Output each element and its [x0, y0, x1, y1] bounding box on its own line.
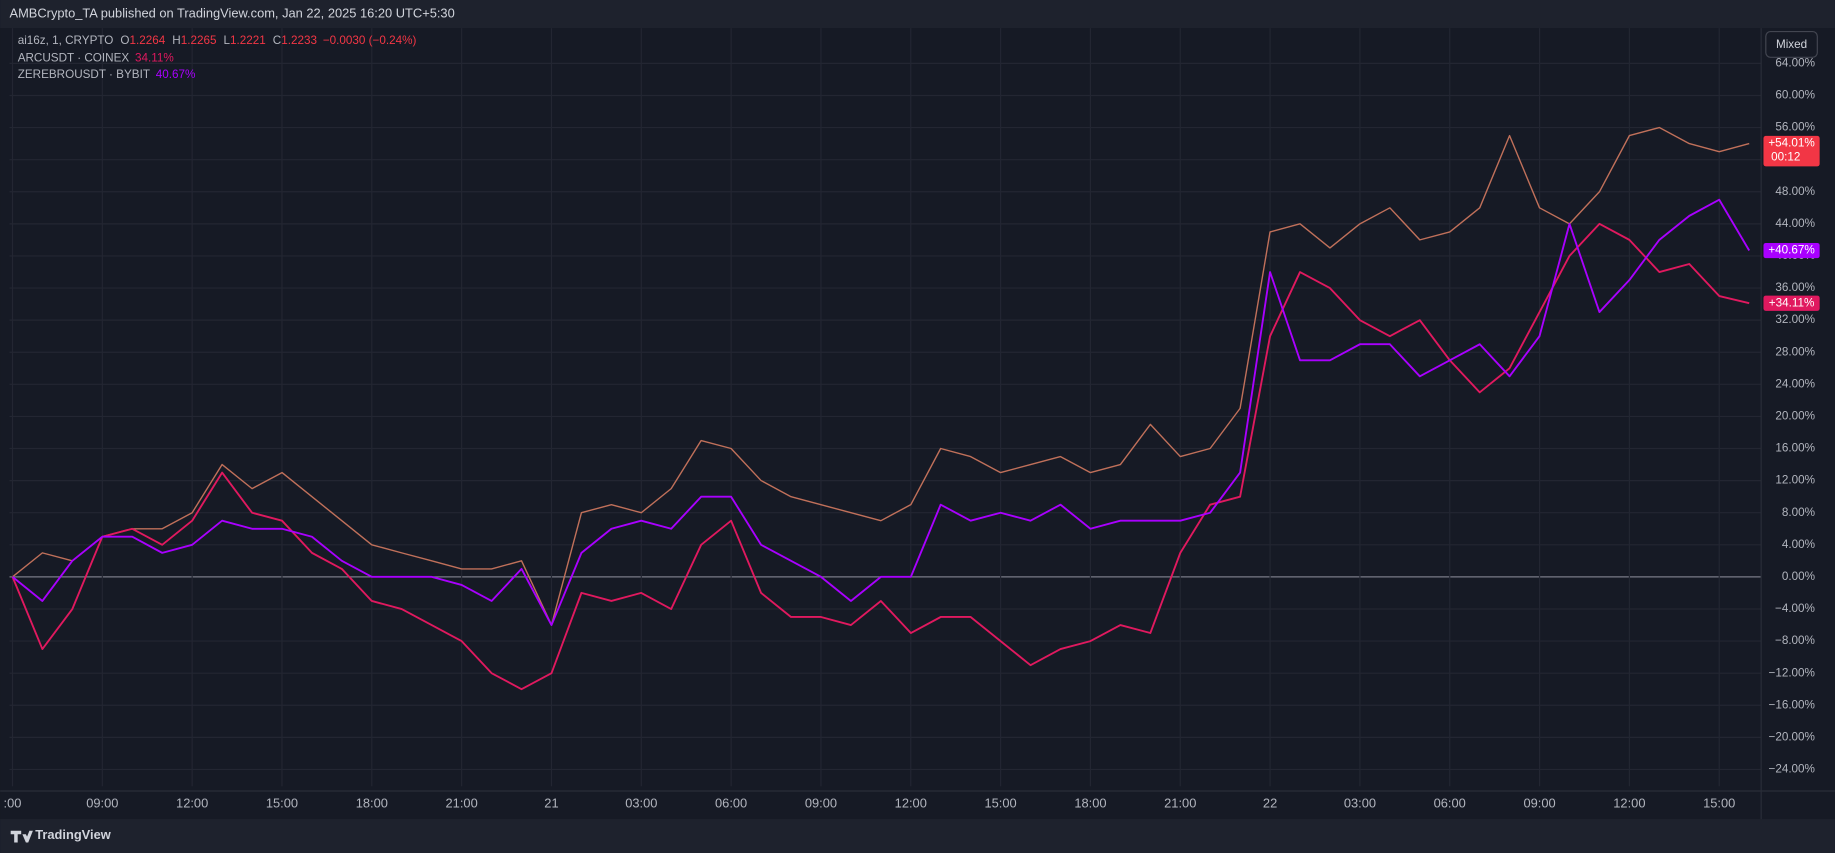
price-badge-label: +34.11% — [1769, 296, 1815, 309]
legend-zerebro: ZEREBROUSDT · BYBIT 40.67% — [18, 68, 196, 81]
x-tick-label: 03:00 — [1344, 795, 1376, 810]
mode-button[interactable] — [1765, 31, 1818, 58]
y-tick-label: −8.00% — [1775, 634, 1815, 647]
x-tick-label: 15:00 — [985, 795, 1017, 810]
lines — [11, 126, 1751, 691]
x-tick-label: 18:00 — [1074, 795, 1106, 810]
price-badge — [1763, 242, 1820, 259]
brand-logo — [10, 830, 33, 843]
x-tick-label: :00 — [4, 795, 22, 810]
y-tick-label: 4.00% — [1782, 538, 1815, 551]
legend-arc: ARCUSDT · COINEX 34.11% — [18, 52, 174, 65]
price-badge — [1763, 135, 1820, 167]
ohlc-value: 1.2264 — [130, 34, 166, 47]
ohlc-key: H — [172, 34, 180, 47]
y-tick-label: −16.00% — [1768, 698, 1814, 711]
x-tick-label: 09:00 — [86, 795, 118, 810]
series-line — [11, 198, 1751, 627]
y-tick-label: −24.00% — [1768, 763, 1814, 776]
y-tick-label: −20.00% — [1768, 730, 1814, 743]
y-tick-label: 44.00% — [1775, 217, 1815, 230]
brand: TradingView — [35, 827, 112, 842]
price-badge-label: +40.67% — [1768, 244, 1814, 257]
x-tick-label: 22 — [1263, 795, 1277, 810]
ohlc-value: 1.2233 — [281, 34, 317, 47]
y-tick-label: 16.00% — [1775, 442, 1815, 455]
y-tick-label: 0.00% — [1782, 570, 1815, 583]
x-tick-label: 21:00 — [446, 795, 478, 810]
legend-symbol: ai16z, 1, CRYPTO — [18, 34, 114, 47]
series-line — [12, 126, 1750, 626]
legend-main: ai16z, 1, CRYPTO O1.2264 H1.2265 L1.2221 C1.… — [18, 34, 417, 47]
x-tick-label: 09:00 — [805, 795, 837, 810]
axes: −24.00% −20.00% −16.00% −12.00% −8.00% −4.00%… — [0, 28, 1835, 820]
ohlc-key: O — [120, 34, 129, 47]
x-tick-label: 21:00 — [1164, 795, 1196, 810]
change: −0.0030 (−0.24%) — [323, 34, 417, 47]
ohlc-key: C — [273, 34, 281, 47]
x-tick-label: 18:00 — [356, 795, 388, 810]
x-tick-label: 12:00 — [895, 795, 927, 810]
header: AMBCrypto_TA published on TradingView.co… — [10, 5, 455, 20]
y-tick-label: 20.00% — [1775, 410, 1815, 423]
y-tick-label: 32.00% — [1775, 313, 1815, 326]
x-tick-label: 06:00 — [715, 795, 747, 810]
ohlc-key: L — [224, 34, 231, 47]
legend-value: 40.67% — [156, 68, 196, 81]
x-tick-label: 12:00 — [1613, 795, 1645, 810]
x-tick-label: 21 — [544, 795, 558, 810]
y-tick-label: 8.00% — [1782, 506, 1815, 519]
y-tick-label: 56.00% — [1775, 121, 1815, 134]
x-tick-label: 12:00 — [176, 795, 208, 810]
price-badge-label: +54.01% — [1768, 137, 1814, 150]
legend-name: ARCUSDT · COINEX — [18, 52, 130, 65]
mode-button-label[interactable]: Mixed — [1776, 38, 1807, 51]
y-tick-label: 64.00% — [1775, 56, 1815, 69]
legend-value: 34.11% — [135, 52, 174, 65]
ohlc-value: 1.2265 — [181, 34, 217, 47]
x-tick-label: 15:00 — [1703, 795, 1735, 810]
y-tick-label: 60.00% — [1775, 89, 1815, 102]
x-tick-label: 03:00 — [625, 795, 657, 810]
top-bar — [0, 0, 1835, 29]
series-line — [11, 222, 1750, 691]
y-tick-label: −4.00% — [1775, 602, 1815, 615]
bottom-bar — [0, 819, 1835, 853]
ohlc-value: 1.2221 — [230, 34, 266, 47]
x-tick-label: 15:00 — [266, 795, 298, 810]
y-tick-label: −12.00% — [1768, 666, 1814, 679]
x-tick-label: 06:00 — [1434, 795, 1466, 810]
x-tick-label: 09:00 — [1523, 795, 1555, 810]
y-tick-label: 12.00% — [1775, 474, 1815, 487]
legend-name: ZEREBROUSDT · BYBIT — [18, 68, 150, 81]
y-tick-label: 48.00% — [1775, 185, 1815, 198]
y-tick-label: 24.00% — [1775, 377, 1815, 390]
price-badge — [1763, 295, 1820, 311]
y-tick-label: 36.00% — [1775, 281, 1815, 294]
y-tick-label: 28.00% — [1775, 345, 1815, 358]
price-badge-timer: 00:12 — [1771, 151, 1800, 164]
